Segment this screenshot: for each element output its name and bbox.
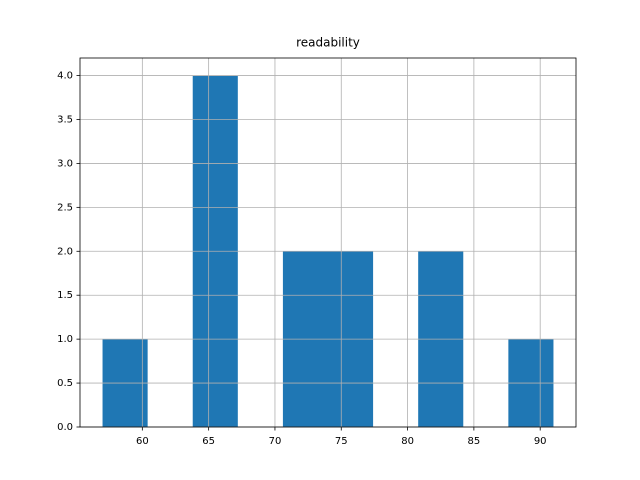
y-tick-label: 3.5 [57,115,73,126]
y-tick-label: 1.5 [57,290,73,301]
y-tick-label: 3.0 [57,158,73,169]
x-tick-label: 70 [269,436,282,447]
y-tick-label: 0.5 [57,378,73,389]
y-tick-label: 2.0 [57,246,73,257]
x-tick-label: 80 [401,436,414,447]
y-tick-label: 0.0 [57,422,73,433]
y-tick-label: 1.0 [57,334,73,345]
x-tick-label: 60 [136,436,149,447]
x-tick-label: 75 [335,436,348,447]
y-tick-label: 2.5 [57,202,73,213]
y-tick-label: 4.0 [57,71,73,82]
chart-title: readability [296,36,360,50]
x-tick-label: 65 [202,436,215,447]
plot-frame [79,57,577,428]
x-tick-label: 85 [468,436,481,447]
x-tick-label: 90 [534,436,547,447]
